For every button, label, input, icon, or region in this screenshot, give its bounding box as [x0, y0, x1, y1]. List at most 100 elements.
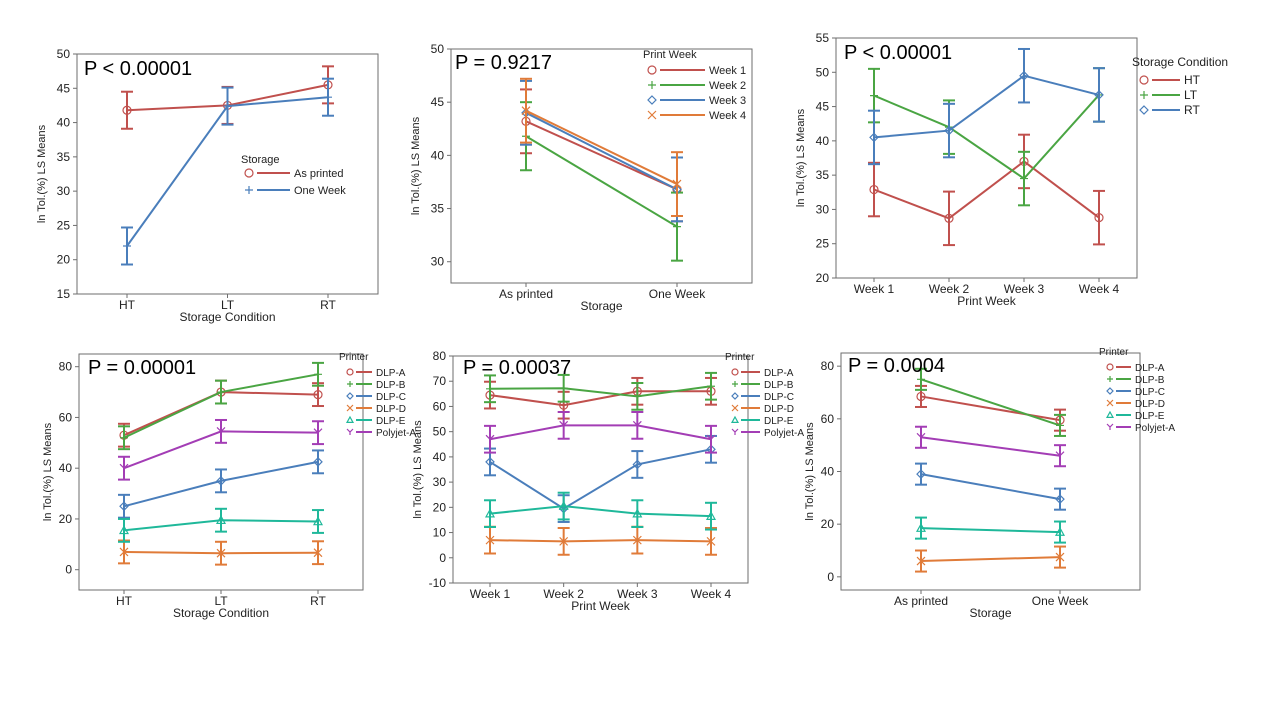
y-tick-label: 40	[816, 134, 830, 148]
marker-plus	[1020, 174, 1028, 183]
marker-triangle	[558, 500, 569, 510]
legend-title: Printer	[1099, 347, 1129, 358]
marker-plus	[1056, 421, 1064, 430]
y-tick-label: 80	[433, 349, 447, 363]
x-axis-title: Storage Condition	[179, 310, 275, 324]
series-line	[920, 395, 1061, 422]
marker-diamond	[1019, 70, 1029, 81]
marker-diamond	[647, 95, 657, 105]
y-tick-label: 10	[433, 526, 447, 540]
series-dlp-c	[915, 462, 1066, 511]
series-line	[525, 120, 678, 191]
legend: Printer DLP-ADLP-BDLP-CDLP-DDLP-EPolyjet-…	[725, 352, 804, 439]
marker-y	[216, 426, 226, 436]
legend-label: DLP-B	[1135, 375, 1165, 386]
marker-plus	[732, 381, 738, 387]
marker-plus	[217, 388, 225, 397]
y-tick-label: 20	[821, 517, 835, 531]
marker-y	[313, 428, 323, 437]
legend-label: Polyjet-A	[1135, 423, 1175, 434]
legend-title: Printer	[725, 352, 755, 363]
y-tick-label: -10	[429, 576, 447, 590]
x-tick-label: Week 4	[1079, 282, 1120, 296]
legend-label: Polyjet-A	[376, 428, 416, 439]
y-tick-label: 40	[59, 461, 73, 475]
marker-diamond	[1094, 90, 1104, 100]
legend-title: Print Week	[643, 49, 697, 61]
x-tick-label: As printed	[499, 287, 553, 301]
series-one-week	[121, 77, 334, 266]
legend: Print Week Week 1 Week 2 Week 3 Week 4	[643, 49, 746, 122]
series-week-4	[520, 77, 683, 217]
marker-diamond	[1139, 105, 1149, 115]
x-axis-title: Storage	[969, 606, 1011, 620]
marker-circle	[869, 184, 879, 195]
legend-label: Week 4	[709, 110, 746, 122]
legend: Printer DLP-ADLP-BDLP-CDLP-DDLP-EPolyjet-…	[1099, 347, 1175, 434]
marker-diamond	[632, 459, 643, 470]
series-line	[873, 94, 1100, 180]
legend-label: One Week	[294, 185, 346, 197]
series-line	[489, 385, 712, 398]
legend-label: DLP-B	[376, 380, 406, 391]
marker-y	[119, 463, 129, 473]
x-tick-label: Week 1	[854, 282, 895, 296]
marker-cross	[216, 548, 226, 558]
legend-label: DLP-E	[764, 416, 794, 427]
x-tick-label: LT	[214, 594, 228, 608]
series-dlp-b	[915, 367, 1066, 437]
legend-label: DLP-A	[376, 368, 406, 379]
marker-triangle	[705, 510, 717, 520]
series-line	[525, 135, 678, 228]
x-tick-label: Week 4	[691, 587, 732, 601]
marker-cross	[632, 535, 642, 545]
y-tick-label: 35	[816, 168, 830, 182]
marker-triangle	[1054, 526, 1066, 536]
marker-diamond	[216, 476, 226, 486]
marker-y	[559, 420, 569, 430]
marker-circle	[122, 105, 132, 115]
y-tick-label: 80	[821, 359, 835, 373]
marker-plus	[559, 384, 568, 393]
marker-cross	[313, 548, 323, 558]
series-line	[920, 556, 1061, 563]
x-tick-label: One Week	[1032, 594, 1089, 608]
y-tick-label: 50	[431, 42, 445, 56]
marker-plus	[917, 375, 925, 384]
legend-label: Polyjet-A	[764, 428, 804, 439]
series-polyjet-a	[118, 418, 324, 481]
y-tick-label: 55	[816, 31, 830, 45]
legend-title: Printer	[339, 352, 369, 363]
y-tick-label: 40	[433, 450, 447, 464]
marker-triangle	[484, 508, 496, 518]
y-tick-label: 0	[65, 563, 72, 577]
series-rt	[868, 47, 1105, 166]
legend-title: Storage Condition	[1132, 55, 1228, 69]
y-axis-title: ln Tol.(%) LS Means	[412, 420, 424, 519]
legend-label: DLP-D	[764, 404, 794, 415]
y-tick-label: 0	[439, 551, 446, 565]
series-line	[920, 527, 1061, 534]
y-tick-label: 0	[827, 570, 834, 584]
marker-circle	[944, 213, 954, 223]
marker-plus	[870, 91, 878, 100]
y-tick-label: 40	[57, 116, 71, 130]
y-axis-title: ln Tol.(%) LS Means	[410, 116, 422, 215]
marker-plus	[120, 433, 128, 442]
y-axis-title: ln Tol.(%) LS Means	[804, 422, 816, 521]
p-value-label: P = 0.0004	[848, 355, 945, 377]
chart-panel-2: 30 35 40 45 50 As printed One Week Storage ln To…	[410, 42, 753, 313]
y-tick-label: 60	[821, 412, 835, 426]
legend-label: DLP-B	[764, 380, 794, 391]
marker-triangle	[118, 525, 130, 535]
marker-diamond	[916, 469, 926, 479]
marker-triangle	[632, 508, 643, 518]
marker-cross	[119, 547, 129, 557]
marker-circle	[647, 65, 657, 75]
x-tick-label: Week 2	[543, 587, 584, 601]
marker-cross	[706, 536, 716, 546]
series-line	[489, 539, 712, 543]
x-tick-label: HT	[119, 298, 136, 312]
y-tick-label: 50	[433, 425, 447, 439]
